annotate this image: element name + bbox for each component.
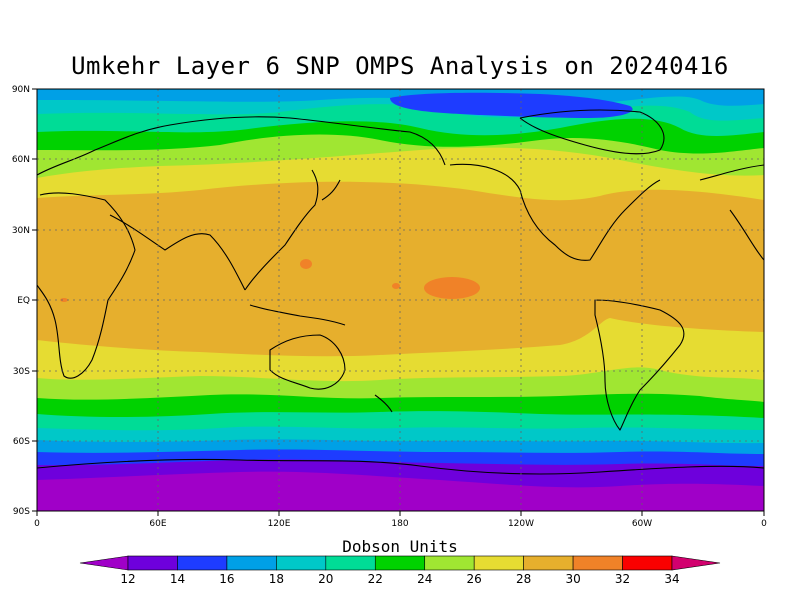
colorbar-swatch [374, 555, 426, 571]
band-n-16 [390, 92, 633, 118]
colorbar-swatch [325, 555, 376, 571]
lon-label: 0 [34, 519, 40, 529]
colorbar-level-label: 22 [368, 572, 383, 586]
colorbar-level-label: 16 [219, 572, 234, 586]
lat-label: EQ [17, 296, 30, 306]
lon-label: 120W [508, 519, 534, 529]
lon-label: 60E [149, 519, 166, 529]
colorbar-arrow-high [671, 555, 721, 571]
blob-32-west-pacific [300, 259, 312, 269]
band-s-12 [37, 471, 764, 511]
coastlines [37, 109, 764, 475]
colorbar-swatch [177, 555, 228, 571]
lat-labels: 90N 60N 30N EQ 30S 60S 90S [12, 85, 30, 517]
colorbar-level-label: 30 [565, 572, 580, 586]
colorbar-swatch [473, 555, 524, 571]
colorbar-arrow-low [79, 555, 129, 571]
blob-32-africa [60, 298, 68, 302]
graticule [37, 89, 764, 511]
lon-label: 60W [632, 519, 652, 529]
colorbar-level-label: 26 [467, 572, 482, 586]
lon-label: 180 [391, 519, 408, 529]
blob-32-small [392, 283, 400, 289]
colorbar-level-label: 12 [120, 572, 135, 586]
colorbar-level-label: 14 [170, 572, 185, 586]
lon-label: 0 [761, 519, 767, 529]
lat-label: 30N [12, 226, 30, 236]
lon-labels: 0 60E 120E 180 120W 60W 0 [34, 519, 767, 529]
lat-label: 30S [13, 367, 30, 377]
colorbar-level-label: 18 [269, 572, 284, 586]
colorbar-swatch [127, 555, 178, 571]
lat-label: 60S [13, 437, 30, 447]
lat-label: 90S [13, 507, 30, 517]
colorbar-level-label: 32 [615, 572, 630, 586]
colorbar-swatch [424, 555, 475, 571]
colorbar-level-label: 24 [417, 572, 432, 586]
lat-label: 90N [12, 85, 30, 95]
colorbar-swatch [523, 555, 574, 571]
chart-title: Umkehr Layer 6 SNP OMPS Analysis on 2024… [71, 52, 729, 80]
colorbar-swatch [276, 555, 327, 571]
colorbar-swatch [622, 555, 673, 571]
colorbar-level-label: 34 [664, 572, 679, 586]
axis-ticks [32, 88, 765, 516]
colorbar-level-label: 20 [318, 572, 333, 586]
contour-field [37, 89, 764, 511]
blob-32-central-pacific [424, 277, 480, 299]
lat-label: 60N [12, 155, 30, 165]
colorbar [79, 555, 721, 571]
colorbar-title: Dobson Units [342, 537, 458, 556]
colorbar-swatch [572, 555, 623, 571]
colorbar-swatch [226, 555, 277, 571]
colorbar-labels: 12 14 16 18 20 22 24 26 28 30 32 34 [120, 572, 679, 586]
colorbar-level-label: 28 [516, 572, 531, 586]
lon-label: 120E [268, 519, 291, 529]
